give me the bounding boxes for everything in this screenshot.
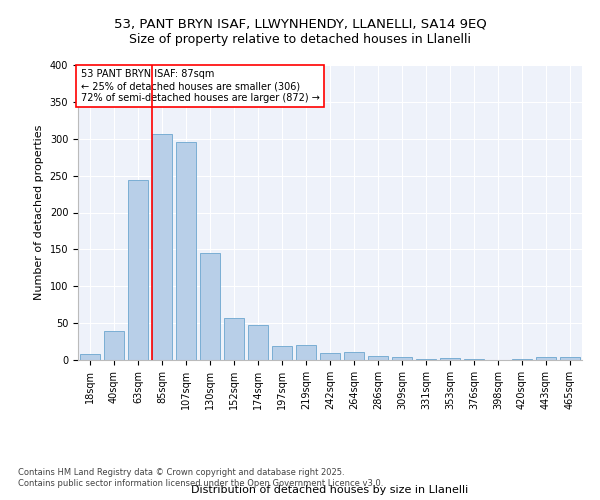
- Bar: [416, 358, 436, 360]
- Bar: [200, 253, 220, 360]
- Bar: [464, 358, 484, 360]
- Text: 53, PANT BRYN ISAF, LLWYNHENDY, LLANELLI, SA14 9EQ: 53, PANT BRYN ISAF, LLWYNHENDY, LLANELLI…: [113, 18, 487, 30]
- Bar: [512, 358, 532, 360]
- Bar: [320, 352, 340, 360]
- Bar: [536, 357, 556, 360]
- Bar: [152, 134, 172, 360]
- Bar: [560, 357, 580, 360]
- Y-axis label: Number of detached properties: Number of detached properties: [34, 125, 44, 300]
- Bar: [248, 324, 268, 360]
- Bar: [296, 345, 316, 360]
- Bar: [176, 142, 196, 360]
- Bar: [344, 352, 364, 360]
- Bar: [128, 180, 148, 360]
- Bar: [392, 357, 412, 360]
- Bar: [440, 358, 460, 360]
- Text: 53 PANT BRYN ISAF: 87sqm
← 25% of detached houses are smaller (306)
72% of semi-: 53 PANT BRYN ISAF: 87sqm ← 25% of detach…: [80, 70, 319, 102]
- X-axis label: Distribution of detached houses by size in Llanelli: Distribution of detached houses by size …: [191, 486, 469, 496]
- Bar: [224, 318, 244, 360]
- Text: Contains HM Land Registry data © Crown copyright and database right 2025.
Contai: Contains HM Land Registry data © Crown c…: [18, 468, 383, 487]
- Bar: [80, 354, 100, 360]
- Bar: [368, 356, 388, 360]
- Text: Size of property relative to detached houses in Llanelli: Size of property relative to detached ho…: [129, 32, 471, 46]
- Bar: [104, 331, 124, 360]
- Bar: [272, 346, 292, 360]
